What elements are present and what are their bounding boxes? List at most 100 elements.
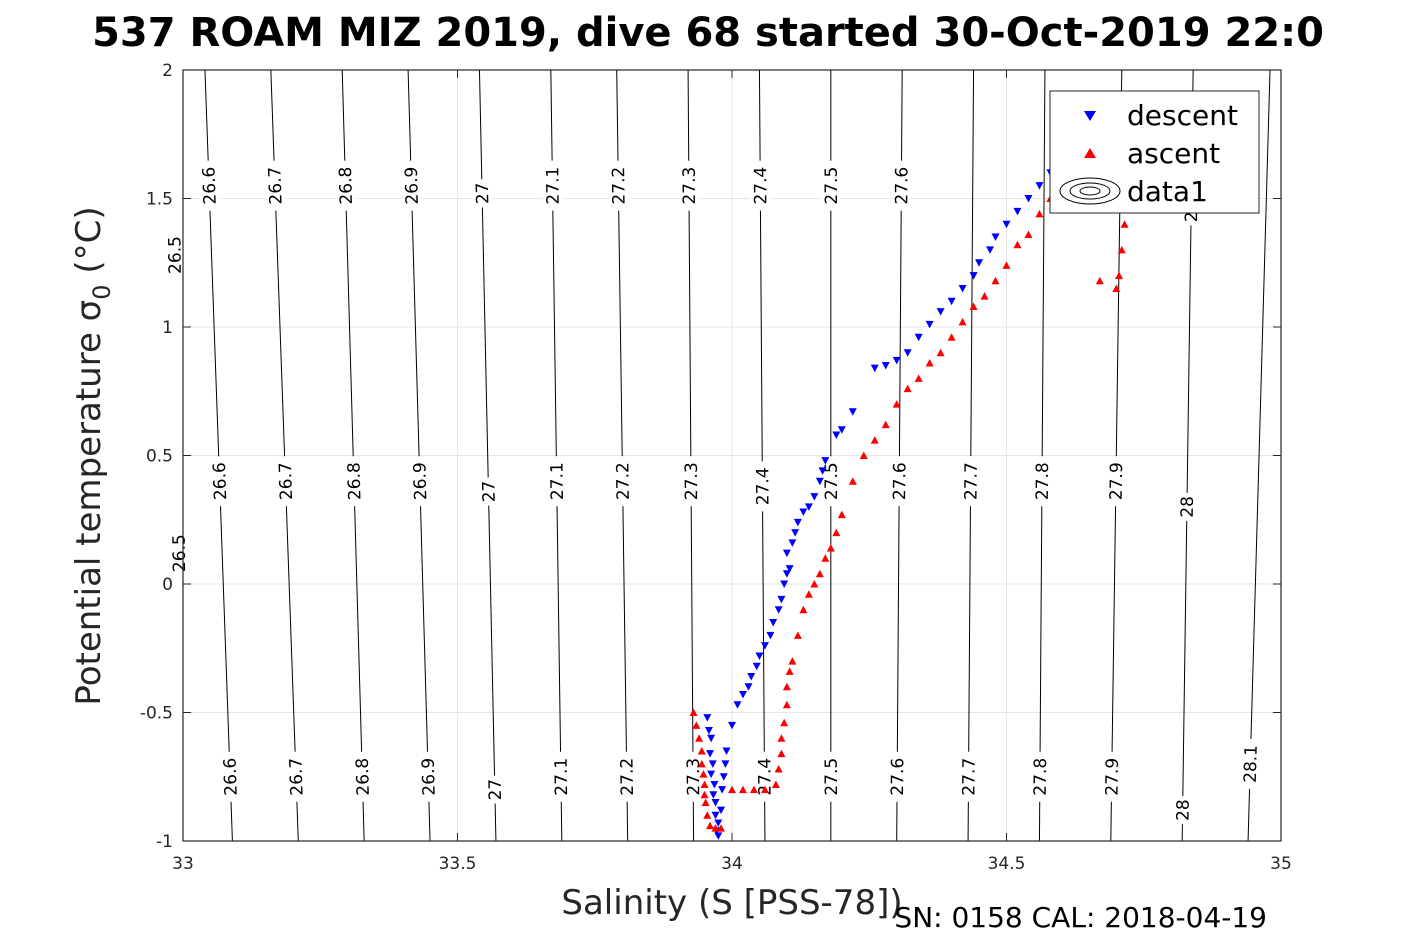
contour-label: 27.8 <box>1033 462 1053 500</box>
contour-label: 26.5 <box>170 534 191 572</box>
contour-label: 27.3 <box>680 167 700 205</box>
contour-label: 27.4 <box>755 758 775 796</box>
ascent-point <box>980 292 989 300</box>
descent-point <box>958 284 967 293</box>
descent-point <box>793 518 802 527</box>
ascent-point <box>782 700 791 709</box>
ascent-point <box>903 384 912 393</box>
ascent-point <box>793 631 802 639</box>
descent-point <box>821 457 830 465</box>
x-tick-label: 33.5 <box>439 854 477 874</box>
contour-label-bg <box>409 455 431 507</box>
descent-point <box>1035 182 1044 190</box>
descent-point <box>760 642 769 650</box>
descent-point <box>881 362 890 370</box>
ascent-point <box>749 785 758 794</box>
descent-point <box>947 297 956 306</box>
contour-label: 26.8 <box>353 758 374 796</box>
contour-label-bg <box>678 160 700 211</box>
ascent-point <box>782 682 791 691</box>
contour-label-bg <box>886 751 908 802</box>
descent-point <box>870 364 879 373</box>
descent-point <box>782 549 791 558</box>
contour-label: 26.7 <box>286 757 307 796</box>
contour-label: 27.1 <box>552 758 573 796</box>
ascent-series <box>689 163 1132 832</box>
ascent-point <box>780 718 789 727</box>
contour-label: 26.5 <box>165 236 186 274</box>
descent-point <box>804 503 813 511</box>
ascent-point <box>821 554 830 562</box>
contour-label: 28 <box>1173 799 1193 821</box>
ascent-point <box>1035 209 1044 218</box>
contour-label-bg <box>889 456 910 507</box>
descent-point <box>747 673 756 681</box>
contour-label-bg <box>1105 456 1127 507</box>
contour-label-bg <box>334 160 357 211</box>
ascent-point <box>1115 271 1124 280</box>
contour-label-bg <box>958 751 979 802</box>
ascent-point <box>859 451 868 459</box>
descent-point <box>986 246 995 254</box>
contour-label-bg <box>219 751 242 803</box>
descent-point <box>791 529 800 537</box>
descent-point <box>936 308 945 316</box>
descent-point <box>848 408 857 416</box>
legend-descent-marker <box>1084 111 1096 121</box>
contour-label-bg <box>612 456 633 507</box>
contour-label-bg <box>1176 492 1198 522</box>
isopycnal-line <box>967 70 975 841</box>
contour-label: 27.4 <box>753 467 773 505</box>
ascent-point <box>700 780 709 788</box>
contour-label-bg <box>542 160 563 211</box>
contour-label: 26.9 <box>410 462 431 500</box>
contour-label: 27.2 <box>609 167 630 205</box>
ascent-point <box>804 590 813 598</box>
y-tick-label: -1 <box>156 832 173 852</box>
descent-point <box>766 631 775 640</box>
ascent-point <box>728 785 736 794</box>
legend-ascent-label: ascent <box>1127 137 1220 170</box>
descent-point <box>744 683 753 691</box>
descent-point <box>815 477 824 486</box>
ascent-point <box>1120 220 1129 228</box>
contour-label: 27 <box>486 779 506 801</box>
contour-label-bg <box>752 461 773 512</box>
data-points <box>689 159 1132 840</box>
contour-label-bg <box>1029 751 1051 802</box>
descent-point <box>1002 220 1011 229</box>
descent-point <box>722 747 731 756</box>
ascent-point <box>703 811 712 819</box>
ascent-point <box>1002 261 1011 269</box>
contour-label: 27.6 <box>888 758 908 796</box>
contour-label-bg <box>264 160 286 211</box>
ascent-point <box>958 317 967 326</box>
descent-point <box>777 595 786 604</box>
contour-label: 26.8 <box>344 462 365 500</box>
contour-label-bg <box>680 456 702 507</box>
ascent-point <box>785 667 794 675</box>
contour-label-bg <box>274 455 297 507</box>
descent-point <box>799 508 808 517</box>
isopycnal-line <box>1247 70 1271 841</box>
ascent-point <box>711 824 720 832</box>
descent-point <box>706 750 715 758</box>
x-tick-label: 33 <box>172 854 194 874</box>
ascent-point <box>936 348 945 357</box>
legend-ascent-marker <box>1084 148 1096 158</box>
ascent-point <box>881 420 890 429</box>
contour-label: 26.8 <box>336 166 357 204</box>
ascent-point <box>717 824 726 832</box>
contour-label: 27.7 <box>959 758 979 796</box>
ascent-point <box>692 721 701 729</box>
ascent-point <box>774 765 783 773</box>
ascent-point <box>700 790 709 799</box>
x-axis-label: Salinity (S [PSS-78]) <box>561 883 902 923</box>
descent-point <box>837 426 846 434</box>
contour-label: 27.7 <box>961 462 981 500</box>
contour-label-bg <box>168 528 190 579</box>
ascent-point <box>848 477 857 485</box>
contour-label-bg <box>754 751 775 802</box>
legend-contour-icon <box>1059 177 1121 205</box>
